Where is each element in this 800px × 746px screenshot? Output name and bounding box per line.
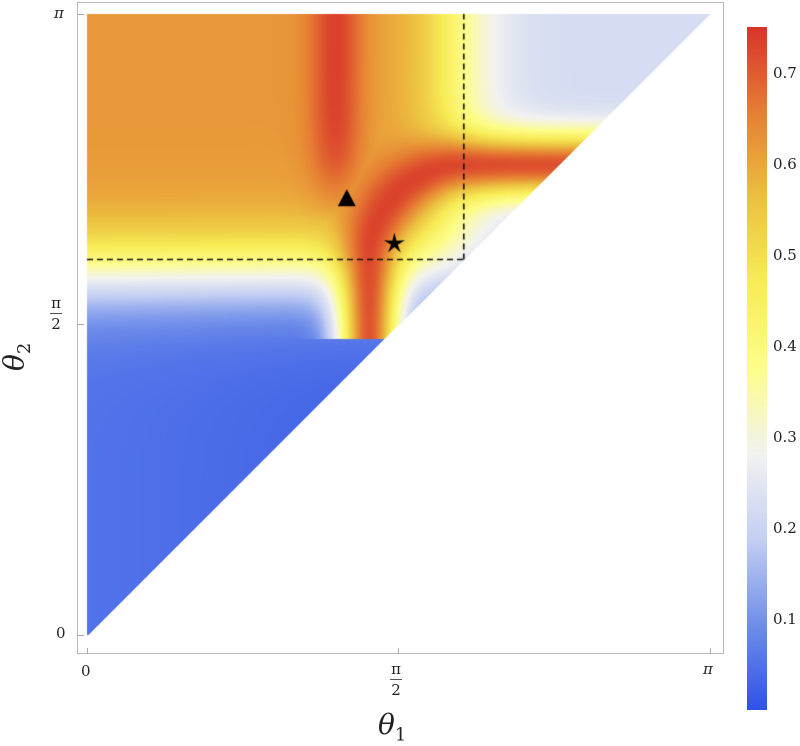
colorbar-tick-label: 0.7 [773, 63, 797, 82]
x-tick-half-mark [398, 648, 399, 654]
y-tick-half-mark [78, 324, 84, 325]
x-tick-pi: π [703, 660, 713, 678]
colorbar-tick-label: 0.6 [773, 154, 797, 173]
x-axis-title: θ1 [378, 708, 407, 746]
frac-num: π [391, 660, 401, 678]
colorbar-tick-label: 0.3 [773, 427, 797, 446]
y-tick-0-mark [78, 635, 84, 636]
y-axis-title: θ2 [0, 342, 35, 371]
frac-num: π [51, 294, 61, 312]
colorbar [747, 27, 767, 710]
x-tick-0: 0 [81, 662, 91, 680]
y-tick-0: 0 [56, 624, 66, 642]
colorbar-tick-label: 0.4 [773, 336, 797, 355]
frac-den: 2 [51, 315, 61, 333]
colorbar-tick-label: 0.1 [773, 609, 797, 628]
colorbar-tick-label: 0.5 [773, 245, 797, 264]
x-tick-0-mark [87, 648, 88, 654]
colorbar-tick-label: 0.2 [773, 518, 797, 537]
x-tick-pi-mark [710, 648, 711, 654]
y-tick-pi: π [54, 4, 64, 22]
y-tick-pi-mark [78, 14, 84, 15]
frac-den: 2 [391, 681, 401, 699]
